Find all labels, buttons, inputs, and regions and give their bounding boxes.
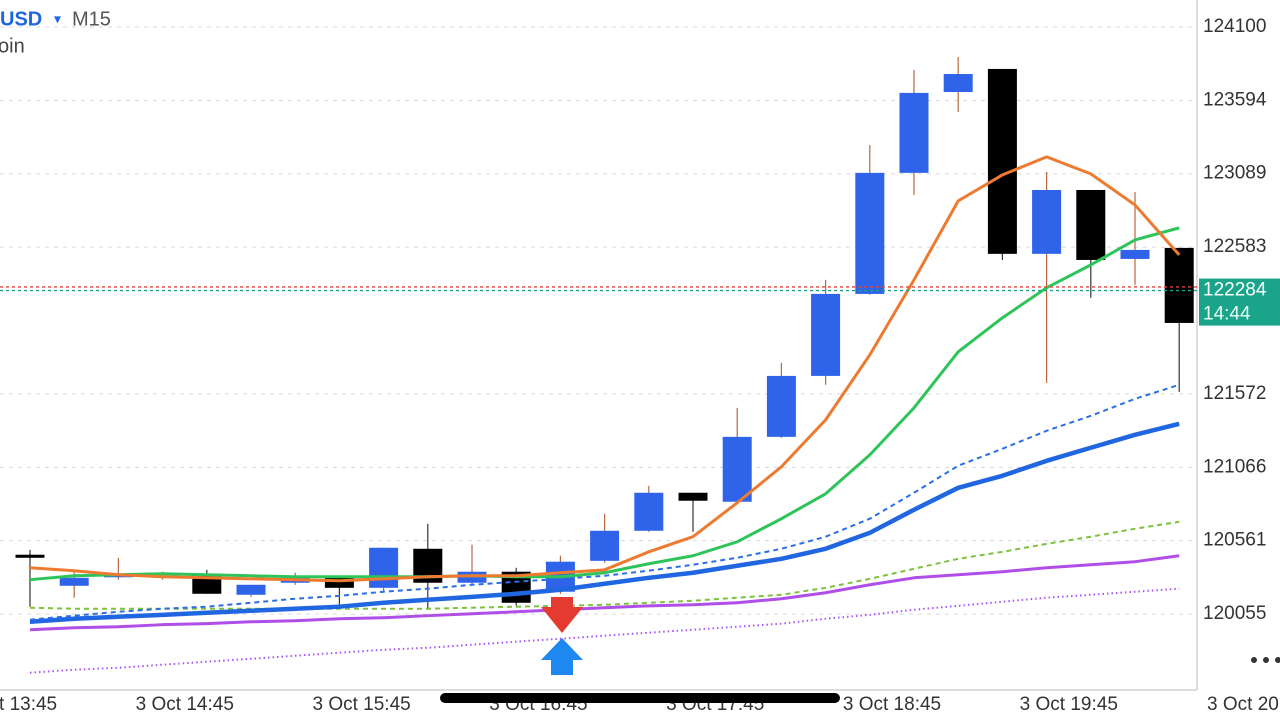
plot-area (15, 57, 1194, 674)
y-tick-label: 120561 (1203, 530, 1266, 551)
buy-signal (541, 638, 583, 675)
x-tick-label: 3 Oct 18:45 (843, 694, 941, 715)
x-tick-label: 3 Oct 20: (1207, 694, 1280, 715)
candle-body (634, 492, 664, 531)
candle-body (369, 547, 399, 588)
current-price: 122284 (1203, 280, 1267, 301)
candle-body (943, 74, 973, 93)
y-tick-label: 123594 (1203, 89, 1267, 110)
grid (0, 26, 1197, 615)
y-tick-label: 121572 (1203, 383, 1266, 404)
subtitle: oin (0, 35, 25, 57)
candle-body (722, 436, 752, 502)
indicator-line (29, 421, 1180, 625)
candle-body (1120, 249, 1150, 259)
indicator-line (29, 554, 1180, 632)
candle-body (766, 375, 796, 437)
candle-body (678, 492, 708, 501)
indicator-line (29, 226, 1180, 582)
candle-body (1032, 189, 1062, 254)
candle-body (855, 172, 885, 294)
candle-body (590, 530, 620, 561)
candle-body (192, 574, 222, 594)
timeframe[interactable]: M15 (72, 8, 111, 30)
candle-body (15, 554, 45, 558)
indicator-line (29, 383, 1180, 621)
axes: 120055 120561 121066 121572 122583 123089 1235… (0, 16, 1280, 715)
sell-signal (541, 597, 583, 633)
indicator-line (29, 520, 1180, 610)
y-tick-label: 121066 (1203, 456, 1266, 477)
symbol-menu[interactable]: ▾ (54, 11, 61, 27)
x-tick-label: 3 Oct 19:45 (1020, 694, 1118, 715)
price-tag (1199, 278, 1280, 326)
countdown: 14:44 (1203, 304, 1251, 325)
candle-body (1164, 247, 1194, 323)
y-tick-label: 123089 (1203, 163, 1266, 184)
x-tick-label: 3 Oct 15:45 (312, 694, 410, 715)
home-indicator[interactable] (440, 693, 840, 703)
indicator-line (29, 155, 1181, 583)
candle-body (236, 584, 266, 595)
candle-body (1076, 189, 1106, 260)
y-tick-label: 120055 (1203, 603, 1266, 624)
y-tick-label: 124100 (1203, 16, 1266, 37)
indicator-line (29, 587, 1180, 674)
candle-body (899, 92, 929, 173)
candle-body (811, 293, 841, 376)
y-tick-label: 122583 (1203, 236, 1266, 257)
candle-body (987, 68, 1017, 254)
x-tick-label: 3 Oct 13:45 (0, 694, 57, 715)
candle-body (103, 575, 133, 578)
candle-body (59, 577, 89, 586)
symbol[interactable]: USD (0, 8, 42, 30)
more-menu[interactable] (1251, 657, 1280, 663)
x-tick-label: 3 Oct 14:45 (136, 694, 234, 715)
